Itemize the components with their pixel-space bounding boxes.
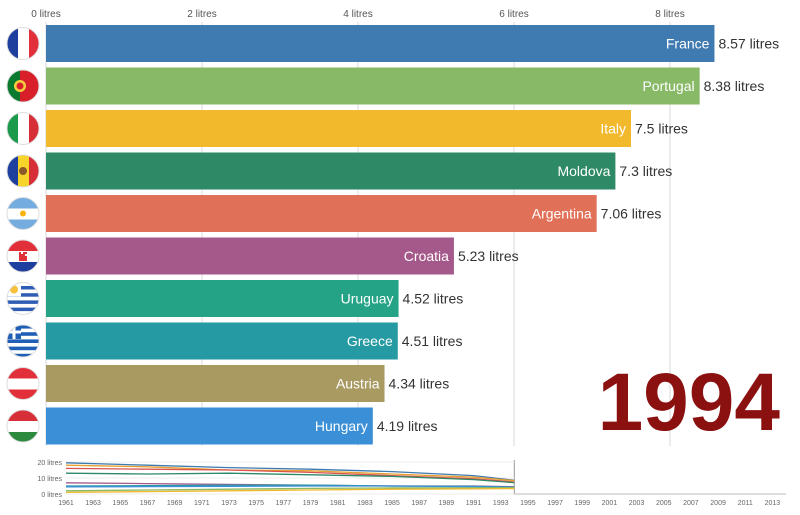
bar-label: Italy <box>600 121 626 137</box>
timeline-x-tick-label: 1991 <box>466 500 482 507</box>
year-label: 1994 <box>598 357 781 448</box>
bar-label: Moldova <box>557 163 610 179</box>
value-label: 8.57 litres <box>718 36 779 52</box>
bar-label: Croatia <box>404 248 449 264</box>
bar <box>46 280 399 317</box>
timeline-y-tick-label: 10 litres <box>37 476 62 483</box>
timeline-x-tick-label: 1995 <box>520 500 536 507</box>
portugal-flag <box>6 69 40 103</box>
france-flag <box>6 27 40 60</box>
timeline-y-tick-label: 0 litres <box>41 492 62 499</box>
timeline-x-tick-label: 1997 <box>547 500 563 507</box>
timeline-x-tick-label: 1975 <box>248 500 264 507</box>
bar-label: Austria <box>336 376 380 392</box>
bar-group-italy: Italy 7.5 litres <box>46 110 688 147</box>
timeline-series-line <box>65 487 515 494</box>
timeline-x-tick-label: 1981 <box>330 500 346 507</box>
bar-label: Portugal <box>642 78 694 94</box>
bar <box>46 195 597 232</box>
timeline-x-tick-label: 1973 <box>221 500 237 507</box>
bar <box>46 322 398 360</box>
timeline-x-tick-label: 1985 <box>384 500 400 507</box>
value-label: 7.06 litres <box>601 206 662 222</box>
timeline-series-line <box>65 472 515 484</box>
bar <box>46 407 373 445</box>
uruguay-flag <box>6 282 40 315</box>
x-tick-label: 6 litres <box>499 9 528 20</box>
bar <box>46 25 715 62</box>
timeline-series-line <box>65 467 515 483</box>
bar-group-uruguay: Uruguay 4.52 litres <box>46 280 463 317</box>
bar-group-hungary: Hungary 4.19 litres <box>46 407 438 445</box>
bar-group-france: France 8.57 litres <box>46 25 779 62</box>
moldova-flag <box>6 154 40 188</box>
bar-label: Argentina <box>532 206 592 222</box>
timeline-y-tick-label: 20 litres <box>37 460 62 467</box>
timeline-x-tick-label: 2011 <box>738 500 753 507</box>
timeline-x-tick-label: 1977 <box>276 500 292 507</box>
argentina-flag <box>6 197 40 230</box>
bar <box>46 365 385 402</box>
timeline-series-line <box>65 486 515 492</box>
bar <box>46 67 700 105</box>
timeline-x-tick-label: 1979 <box>303 500 319 507</box>
value-label: 4.34 litres <box>389 376 450 392</box>
bar-group-greece: Greece 4.51 litres <box>46 322 463 360</box>
timeline-series-line <box>65 462 515 481</box>
value-label: 7.5 litres <box>635 121 688 137</box>
timeline-x-tick-label: 1961 <box>58 500 74 507</box>
value-label: 7.3 litres <box>619 163 672 179</box>
timeline-x-tick-label: 1963 <box>85 500 101 507</box>
timeline-chart: 0 litres 10 litres 20 litres 1961 1963 1965 19… <box>37 460 786 507</box>
x-axis-ticks: 0 litres 2 litres 4 litres 6 litres 8 litres <box>31 9 684 20</box>
bar-group-austria: Austria 4.34 litres <box>46 365 449 402</box>
x-tick-label: 4 litres <box>343 9 372 20</box>
italy-flag <box>6 112 40 145</box>
bar-group-croatia: Croatia 5.23 litres <box>46 237 519 275</box>
bar <box>46 110 631 147</box>
x-tick-label: 8 litres <box>655 9 684 20</box>
timeline-x-tick-label: 1989 <box>439 500 455 507</box>
timeline-x-tick-label: 1999 <box>574 500 590 507</box>
greece-flag <box>6 324 40 358</box>
value-label: 4.19 litres <box>377 418 438 434</box>
croatia-flag <box>6 239 40 273</box>
bar-label: Hungary <box>315 418 368 434</box>
timeline-x-tick-label: 1971 <box>194 500 210 507</box>
timeline-series-line <box>65 464 515 482</box>
x-tick-label: 0 litres <box>31 9 60 20</box>
bar-group-argentina: Argentina 7.06 litres <box>46 195 661 232</box>
timeline-x-tick-label: 2013 <box>765 500 781 507</box>
timeline-x-tick-label: 2003 <box>629 500 645 507</box>
bars: France 8.57 litres Portugal 8.38 litres Ital… <box>46 25 779 445</box>
timeline-x-tick-label: 1965 <box>113 500 129 507</box>
timeline-x-tick-label: 1967 <box>140 500 156 507</box>
timeline-x-tick-label: 1983 <box>357 500 373 507</box>
bar-group-moldova: Moldova 7.3 litres <box>46 152 672 190</box>
bar-group-portugal: Portugal 8.38 litres <box>46 67 765 105</box>
austria-flag <box>6 367 40 400</box>
value-label: 8.38 litres <box>704 78 765 94</box>
timeline-x-tick-label: 2009 <box>710 500 726 507</box>
timeline-x-tick-label: 1969 <box>167 500 183 507</box>
hungary-flag <box>6 409 40 443</box>
bar-label: Greece <box>347 333 393 349</box>
x-tick-label: 2 litres <box>187 9 216 20</box>
timeline-x-tick-label: 2005 <box>656 500 672 507</box>
value-label: 4.52 litres <box>403 291 464 307</box>
flags <box>6 27 40 443</box>
bar <box>46 152 616 190</box>
bar-label: France <box>666 36 710 52</box>
value-label: 5.23 litres <box>458 248 519 264</box>
value-label: 4.51 litres <box>402 333 463 349</box>
timeline-x-tick-label: 1987 <box>411 500 427 507</box>
timeline-x-tick-label: 1993 <box>493 500 509 507</box>
timeline-x-tick-label: 2007 <box>683 500 699 507</box>
bar-label: Uruguay <box>341 291 394 307</box>
bar <box>46 237 454 275</box>
timeline-series-line <box>65 485 515 488</box>
timeline-x-tick-label: 2001 <box>602 500 618 507</box>
